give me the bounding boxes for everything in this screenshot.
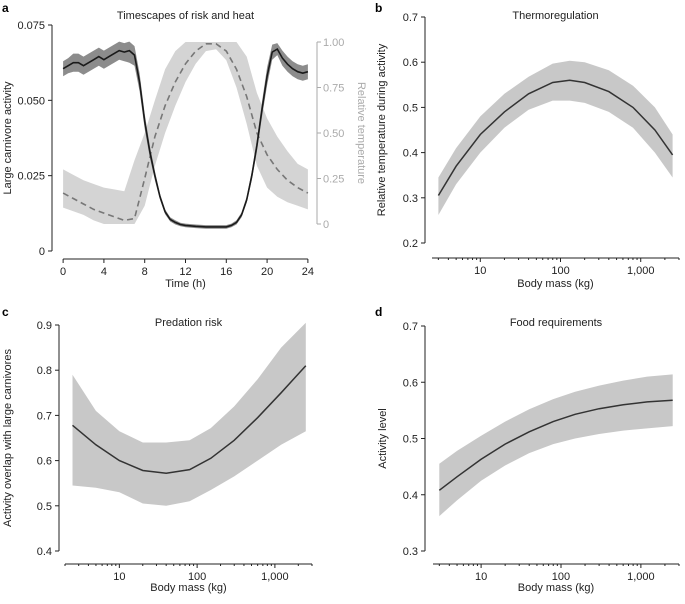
y-tick-label: 0.025	[17, 171, 45, 183]
panel-title: Thermoregulation	[512, 10, 598, 22]
fit-line	[438, 399, 673, 491]
x-tick-label: 10	[113, 571, 125, 583]
panel-letter: d	[375, 305, 382, 319]
panel-letter: a	[2, 1, 9, 15]
fit-line	[437, 79, 674, 196]
y-tick-label: 0.7	[37, 410, 52, 422]
y-tick-label: 0.8	[37, 365, 52, 377]
panel-a: a Timescapes of risk and heat 0 0.025 0.050 0…	[2, 1, 367, 290]
y-tick-label: 0.4	[403, 490, 418, 502]
y-tick-label: 0.6	[403, 377, 418, 389]
x-tick-label: 4	[101, 266, 107, 278]
x-tick-label: 12	[179, 266, 191, 278]
y-tick-label: 0.9	[37, 320, 52, 332]
y-tick-label: 0.075	[17, 20, 45, 32]
x-tick-label: 1,000	[261, 571, 289, 583]
y2-tick-label: 0.25	[323, 174, 344, 186]
x-tick-label: 100	[552, 571, 570, 583]
x-tick-label: 100	[188, 571, 206, 583]
y-tick-label: 0.7	[403, 321, 418, 333]
x-tick-label: 24	[302, 266, 314, 278]
y-tick-label: 0.2	[403, 238, 418, 250]
panel-title: Food requirements	[510, 317, 603, 329]
x-axis-title: Time (h)	[165, 278, 206, 290]
ci-band	[438, 60, 673, 215]
y2-tick-label: 0.75	[323, 83, 344, 95]
y-tick-label: 0.6	[403, 57, 418, 69]
panel-letter: b	[375, 1, 382, 15]
y-tick-label: 0.3	[403, 546, 418, 558]
y-axis-title: Large carnivore activity	[2, 81, 14, 195]
fit-line	[72, 365, 307, 475]
ci-band	[439, 374, 673, 517]
y-tick-label: 0.5	[403, 102, 418, 114]
y-tick-label: 0	[39, 246, 45, 258]
y-axis-title: Activity overlap with large carnivores	[2, 349, 14, 527]
y-tick-label: 0.4	[403, 148, 418, 160]
y-tick-label: 0.3	[403, 193, 418, 205]
y-axis-title: Relative temperature during activity	[376, 43, 388, 216]
x-tick-label: 0	[60, 266, 66, 278]
y-tick-label: 0.6	[37, 456, 52, 468]
x-tick-label: 1,000	[627, 571, 655, 583]
x-tick-label: 8	[142, 266, 148, 278]
x-tick-label: 10	[475, 571, 487, 583]
activity-line	[62, 47, 309, 228]
panel-d: d Food requirements 0.3 0.4 0.5 0.6 0.7 10 100 1,…	[375, 305, 680, 594]
panel-b: b Thermoregulation 0.2 0.3 0.4 0.5 0.6 0.7 10 100…	[375, 1, 680, 290]
panel-title: Timescapes of risk and heat	[117, 10, 254, 22]
y-tick-label: 0.5	[403, 434, 418, 446]
y2-tick-label: 0	[323, 219, 329, 231]
y2-tick-label: 1.00	[323, 37, 344, 49]
x-tick-label: 10	[474, 265, 486, 277]
x-axis-title: Body mass (kg)	[150, 582, 226, 594]
panel-letter: c	[2, 305, 9, 319]
y2-axis-title: Relative temperature	[355, 82, 367, 184]
x-axis-title: Body mass (kg)	[517, 278, 593, 290]
ci-band	[72, 322, 306, 506]
x-tick-label: 16	[220, 266, 232, 278]
y-tick-label: 0.050	[17, 95, 45, 107]
x-axis-title: Body mass (kg)	[518, 582, 594, 594]
temperature-ci-band	[63, 42, 308, 224]
y-axis-title: Activity level	[377, 408, 389, 469]
y-tick-label: 0.7	[403, 12, 418, 24]
x-tick-label: 1,000	[627, 265, 655, 277]
panel-c: c Predation risk 0.4 0.5 0.6 0.7 0.8 0.9 10 100 1,…	[2, 305, 313, 594]
panel-title: Predation risk	[155, 317, 223, 329]
temperature-line	[62, 43, 309, 222]
y-tick-label: 0.4	[37, 546, 52, 558]
y2-tick-label: 0.50	[323, 128, 344, 140]
y-tick-label: 0.5	[37, 501, 52, 513]
x-tick-label: 100	[551, 265, 569, 277]
x-tick-label: 20	[261, 266, 273, 278]
